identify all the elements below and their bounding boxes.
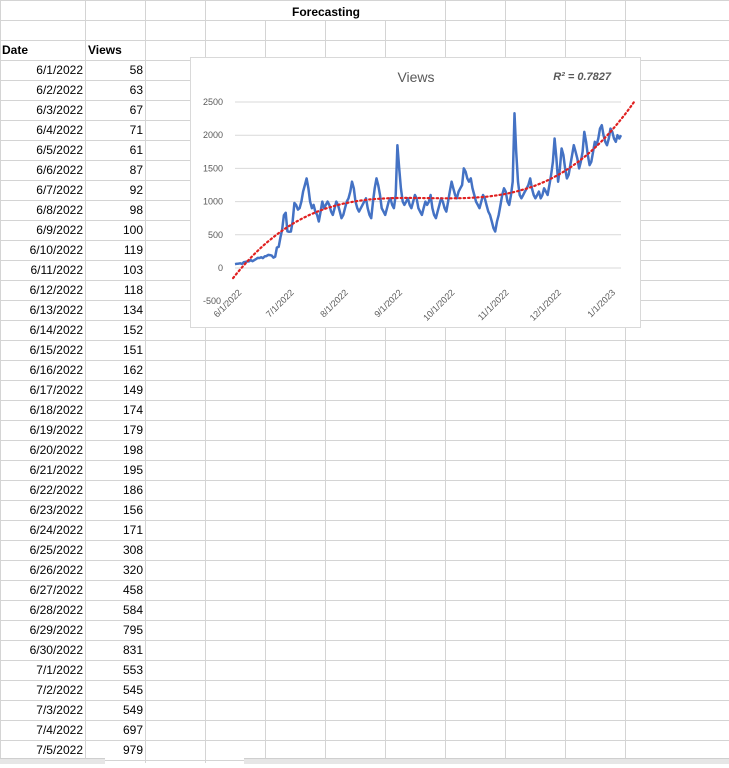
- cell-date[interactable]: 6/16/2022: [29, 363, 83, 377]
- cell-date[interactable]: 6/24/2022: [29, 523, 83, 537]
- chart-canvas: Views R² = 0.7827 0 500 1000 1500 2000 2500 -500…: [203, 69, 636, 323]
- x-tick-label: 8/1/2022: [318, 287, 350, 319]
- cell-views[interactable]: 67: [129, 103, 143, 117]
- cell-date[interactable]: 6/7/2022: [36, 183, 83, 197]
- cell-views[interactable]: 174: [122, 403, 143, 417]
- cell-date[interactable]: 7/1/2022: [36, 663, 83, 677]
- cell-date[interactable]: 6/3/2022: [36, 103, 83, 117]
- header-date[interactable]: Date: [2, 43, 29, 57]
- cell-views[interactable]: 58: [129, 63, 143, 77]
- cell-views[interactable]: 162: [122, 363, 143, 377]
- y-tick-label: 500: [208, 230, 223, 240]
- cell-date[interactable]: 6/22/2022: [29, 483, 83, 497]
- cell-date[interactable]: 6/17/2022: [29, 383, 83, 397]
- cell-views[interactable]: 152: [122, 323, 143, 337]
- cell-date[interactable]: 6/20/2022: [29, 443, 83, 457]
- cell-date[interactable]: 6/1/2022: [36, 63, 83, 77]
- x-tick-label: 1/1/2023: [585, 287, 617, 319]
- cell-views[interactable]: 118: [123, 283, 143, 297]
- cell-date[interactable]: 7/3/2022: [36, 703, 83, 717]
- views-series-line[interactable]: [234, 112, 623, 266]
- cell-date[interactable]: 6/13/2022: [29, 303, 83, 317]
- x-tick-label: 7/1/2022: [264, 287, 296, 319]
- cell-views[interactable]: 100: [122, 223, 143, 237]
- y-tick-label: 1500: [203, 163, 223, 173]
- cell-views[interactable]: 156: [122, 503, 143, 517]
- cell-date[interactable]: 6/6/2022: [36, 163, 83, 177]
- cell-date[interactable]: 6/21/2022: [29, 463, 83, 477]
- x-tick-label: 12/1/2022: [528, 287, 563, 322]
- cell-views[interactable]: 979: [122, 743, 143, 757]
- cell-views[interactable]: 549: [122, 703, 143, 717]
- trendline: [232, 100, 636, 280]
- cell-date[interactable]: 6/14/2022: [29, 323, 83, 337]
- y-tick-label: 2500: [203, 97, 223, 107]
- cell-date[interactable]: 6/11/2022: [30, 263, 84, 277]
- sheet-title[interactable]: Forecasting: [291, 5, 360, 19]
- cell-date[interactable]: 6/19/2022: [29, 423, 83, 437]
- cell-views[interactable]: 308: [122, 543, 143, 557]
- cell-views[interactable]: 458: [122, 583, 143, 597]
- cell-date[interactable]: 6/30/2022: [29, 643, 83, 657]
- horizontal-scrollbar-left[interactable]: [0, 758, 105, 764]
- cell-views[interactable]: 171: [122, 523, 143, 537]
- cell-views[interactable]: 134: [122, 303, 143, 317]
- cell-date[interactable]: 6/18/2022: [29, 403, 83, 417]
- x-tick-label: 10/1/2022: [421, 287, 456, 322]
- cell-date[interactable]: 6/28/2022: [29, 603, 83, 617]
- cell-views[interactable]: 697: [122, 723, 143, 737]
- r-squared-label: R² = 0.7827: [553, 71, 612, 83]
- cell-views[interactable]: 61: [129, 143, 143, 157]
- cell-views[interactable]: 87: [129, 163, 143, 177]
- cell-views[interactable]: 195: [122, 463, 143, 477]
- cell-views[interactable]: 198: [122, 443, 143, 457]
- cell-views[interactable]: 179: [122, 423, 143, 437]
- cell-date[interactable]: 6/25/2022: [29, 543, 83, 557]
- cell-views[interactable]: 103: [122, 263, 143, 277]
- cell-date[interactable]: 6/29/2022: [29, 623, 83, 637]
- header-views[interactable]: Views: [88, 43, 122, 57]
- cell-date[interactable]: 6/5/2022: [36, 143, 83, 157]
- cell-date[interactable]: 6/23/2022: [29, 503, 83, 517]
- cell-views[interactable]: 186: [122, 483, 143, 497]
- cell-date[interactable]: 6/12/2022: [29, 283, 83, 297]
- cell-date[interactable]: 6/26/2022: [29, 563, 83, 577]
- y-tick-label: 0: [218, 263, 223, 273]
- cell-views[interactable]: 831: [122, 643, 143, 657]
- cell-date[interactable]: 6/9/2022: [36, 223, 83, 237]
- cell-date[interactable]: 6/10/2022: [29, 243, 83, 257]
- cell-views[interactable]: 119: [123, 243, 143, 257]
- cell-date[interactable]: 7/5/2022: [36, 743, 83, 757]
- y-tick-label: -500: [203, 296, 221, 306]
- cell-views[interactable]: 795: [122, 623, 143, 637]
- y-tick-label: 2000: [203, 130, 223, 140]
- y-tick-label: 1000: [203, 197, 223, 207]
- cell-date[interactable]: 7/2/2022: [36, 683, 83, 697]
- cell-views[interactable]: 63: [129, 83, 143, 97]
- cell-date[interactable]: 6/4/2022: [36, 123, 83, 137]
- x-tick-label: 11/1/2022: [476, 287, 511, 322]
- cell-date[interactable]: 6/15/2022: [29, 343, 83, 357]
- views-chart[interactable]: Views R² = 0.7827 0 500 1000 1500 2000 2500 -500…: [190, 57, 641, 328]
- cell-views[interactable]: 545: [122, 683, 143, 697]
- cell-date[interactable]: 6/2/2022: [36, 83, 83, 97]
- chart-title: Views: [397, 69, 434, 85]
- cell-views[interactable]: 71: [129, 123, 143, 137]
- cell-views[interactable]: 320: [122, 563, 143, 577]
- x-tick-label: 9/1/2022: [372, 287, 404, 319]
- cell-views[interactable]: 553: [122, 663, 143, 677]
- cell-views[interactable]: 584: [122, 603, 143, 617]
- cell-views[interactable]: 151: [122, 343, 143, 357]
- cell-views[interactable]: 149: [122, 383, 143, 397]
- cell-date[interactable]: 7/4/2022: [36, 723, 83, 737]
- cell-views[interactable]: 92: [129, 183, 143, 197]
- horizontal-scrollbar-right[interactable]: [244, 758, 729, 764]
- cell-views[interactable]: 98: [129, 203, 143, 217]
- cell-date[interactable]: 6/8/2022: [36, 203, 83, 217]
- cell-date[interactable]: 6/27/2022: [29, 583, 83, 597]
